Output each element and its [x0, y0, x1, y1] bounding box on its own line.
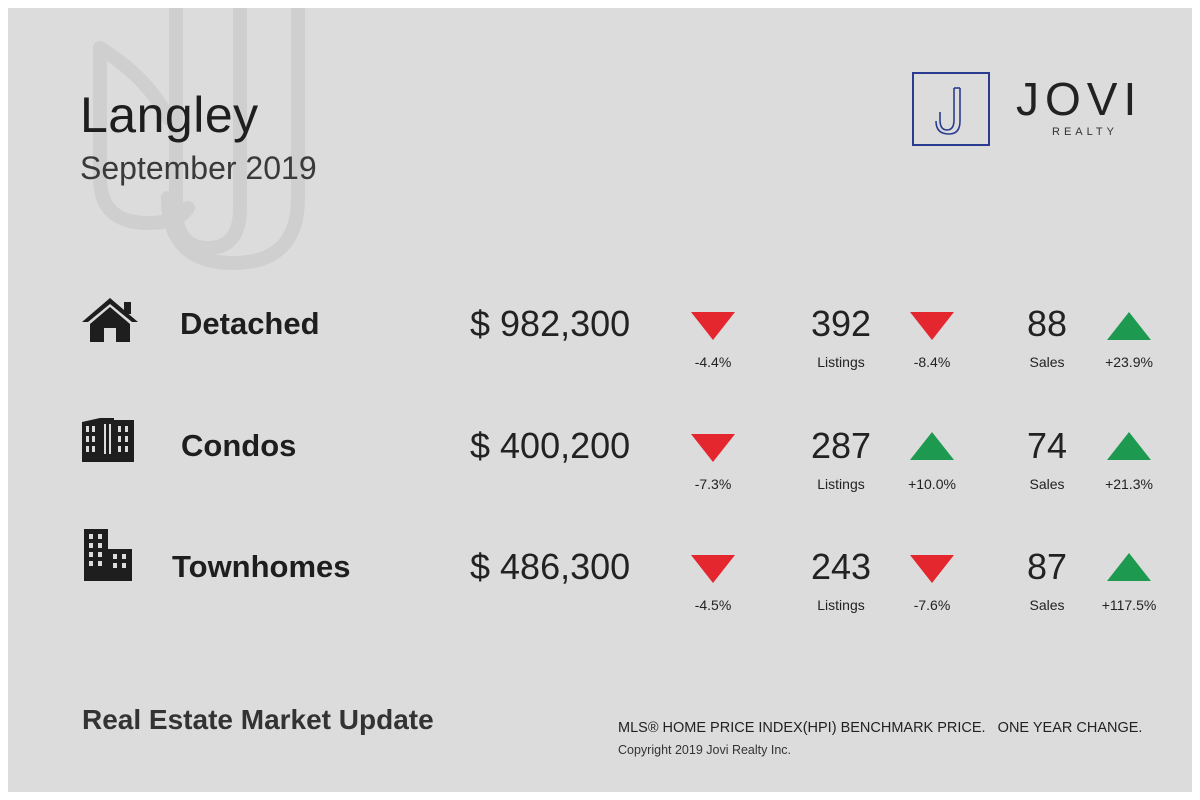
listings-change: +10.0% — [908, 476, 956, 492]
period-subtitle: September 2019 — [80, 150, 317, 186]
listings-up-arrow-icon — [910, 432, 954, 460]
sales-up-arrow-icon — [1107, 432, 1151, 460]
benchmark-price: $ 982,300 — [470, 303, 631, 344]
listings-count: 243 — [810, 546, 872, 587]
brand-name: JOVI — [1016, 73, 1143, 125]
listings-down-arrow-icon — [910, 555, 954, 583]
property-type-label: Condos — [181, 428, 297, 463]
listings-label: Listings — [817, 476, 865, 492]
brand-subtitle: REALTY — [1052, 126, 1118, 138]
property-type-label: Detached — [180, 306, 320, 341]
copyright: Copyright 2019 Jovi Realty Inc. — [618, 743, 792, 757]
row-detached: Detached $ 982,300 -4.4% 392 Listings -8… — [8, 296, 1192, 406]
listings-change: -7.6% — [913, 597, 951, 613]
sales-change: +23.9% — [1105, 354, 1153, 370]
property-type-label: Townhomes — [172, 549, 351, 584]
sales-up-arrow-icon — [1107, 553, 1151, 581]
listings-label: Listings — [817, 597, 865, 613]
sales-change: +21.3% — [1105, 476, 1153, 492]
benchmark-price: $ 486,300 — [470, 546, 631, 587]
market-update-card: Langley September 2019 JOVI REALTY Detac… — [8, 8, 1192, 792]
price-down-arrow-icon — [691, 434, 735, 462]
benchmark-price: $ 400,200 — [470, 425, 631, 466]
sales-label: Sales — [1029, 597, 1065, 613]
price-change: -4.4% — [694, 354, 732, 370]
listings-change: -8.4% — [913, 354, 951, 370]
sales-count: 74 — [1026, 425, 1068, 466]
price-change: -4.5% — [694, 597, 732, 613]
listings-count: 392 — [810, 303, 872, 344]
j-watermark-icon — [93, 8, 305, 270]
footer-note: MLS® HOME PRICE INDEX(HPI) BENCHMARK PRI… — [618, 720, 1143, 736]
sales-count: 88 — [1026, 303, 1068, 344]
sales-up-arrow-icon — [1107, 312, 1151, 340]
price-change: -7.3% — [694, 476, 732, 492]
sales-label: Sales — [1029, 476, 1065, 492]
jovi-logo — [912, 72, 990, 146]
city-title: Langley — [80, 87, 259, 143]
apartment-building-icon — [82, 418, 134, 462]
price-down-arrow-icon — [691, 555, 735, 583]
price-down-arrow-icon — [691, 312, 735, 340]
footer-title: Real Estate Market Update — [82, 704, 434, 735]
listings-down-arrow-icon — [910, 312, 954, 340]
j-logo-icon — [935, 87, 961, 135]
townhome-building-icon — [84, 529, 132, 581]
row-townhomes: Townhomes $ 486,300 -4.5% 243 Listings -… — [8, 529, 1192, 649]
listings-count: 287 — [810, 425, 872, 466]
house-icon — [82, 298, 138, 342]
sales-label: Sales — [1029, 354, 1065, 370]
sales-change: +117.5% — [1101, 597, 1157, 613]
row-condos: Condos $ 400,200 -7.3% 287 Listings +10.… — [8, 418, 1192, 528]
sales-count: 87 — [1026, 546, 1068, 587]
listings-label: Listings — [817, 354, 865, 370]
